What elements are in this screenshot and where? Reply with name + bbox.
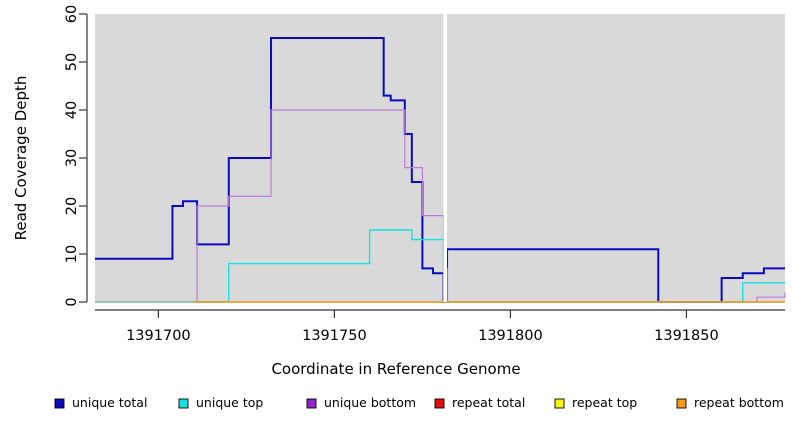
- y-tick-label: 50: [64, 53, 80, 71]
- legend-swatch: [676, 398, 687, 409]
- legend-label: unique total: [72, 395, 147, 410]
- chart-legend: unique total unique top unique bottom repea…: [54, 395, 784, 410]
- legend-item-repeat-total: repeat total: [434, 395, 525, 410]
- x-tick-label: 1391850: [654, 328, 719, 344]
- legend-swatch: [434, 398, 445, 409]
- tick-layer: [79, 13, 688, 318]
- y-tick-label: 60: [64, 5, 80, 23]
- legend-label: unique bottom: [324, 395, 416, 410]
- x-axis-title: Coordinate in Reference Genome: [271, 360, 520, 378]
- x-tick-label: 1391700: [126, 328, 191, 344]
- legend-label: repeat bottom: [694, 395, 784, 410]
- legend-label: repeat total: [452, 395, 525, 410]
- x-tick-label: 1391750: [302, 328, 367, 344]
- plot-panel: [95, 14, 785, 302]
- coverage-gap-band: [443, 14, 448, 302]
- y-axis-title: Read Coverage Depth: [12, 76, 30, 241]
- y-tick-label: 30: [64, 149, 80, 167]
- y-tick-label: 10: [64, 245, 80, 263]
- legend-swatch: [178, 398, 189, 409]
- legend-item-unique-bottom: unique bottom: [306, 395, 416, 410]
- y-tick-label: 0: [64, 297, 80, 306]
- legend-swatch: [554, 398, 565, 409]
- x-tick-label: 1391800: [478, 328, 543, 344]
- legend-swatch: [306, 398, 317, 409]
- y-tick-label: 20: [64, 197, 80, 215]
- legend-label: repeat top: [572, 395, 637, 410]
- legend-label: unique top: [196, 395, 263, 410]
- legend-item-repeat-bottom: repeat bottom: [676, 395, 784, 410]
- series-layer: [95, 37, 786, 303]
- legend-swatch: [54, 398, 65, 409]
- legend-item-unique-top: unique top: [178, 395, 263, 410]
- legend-item-unique-total: unique total: [54, 395, 147, 410]
- y-tick-label: 40: [64, 101, 80, 119]
- tick-label-layer: 1391700 1391750 1391800 1391850 0 10 20 30 40 50 6…: [64, 5, 719, 344]
- legend-item-repeat-top: repeat top: [554, 395, 637, 410]
